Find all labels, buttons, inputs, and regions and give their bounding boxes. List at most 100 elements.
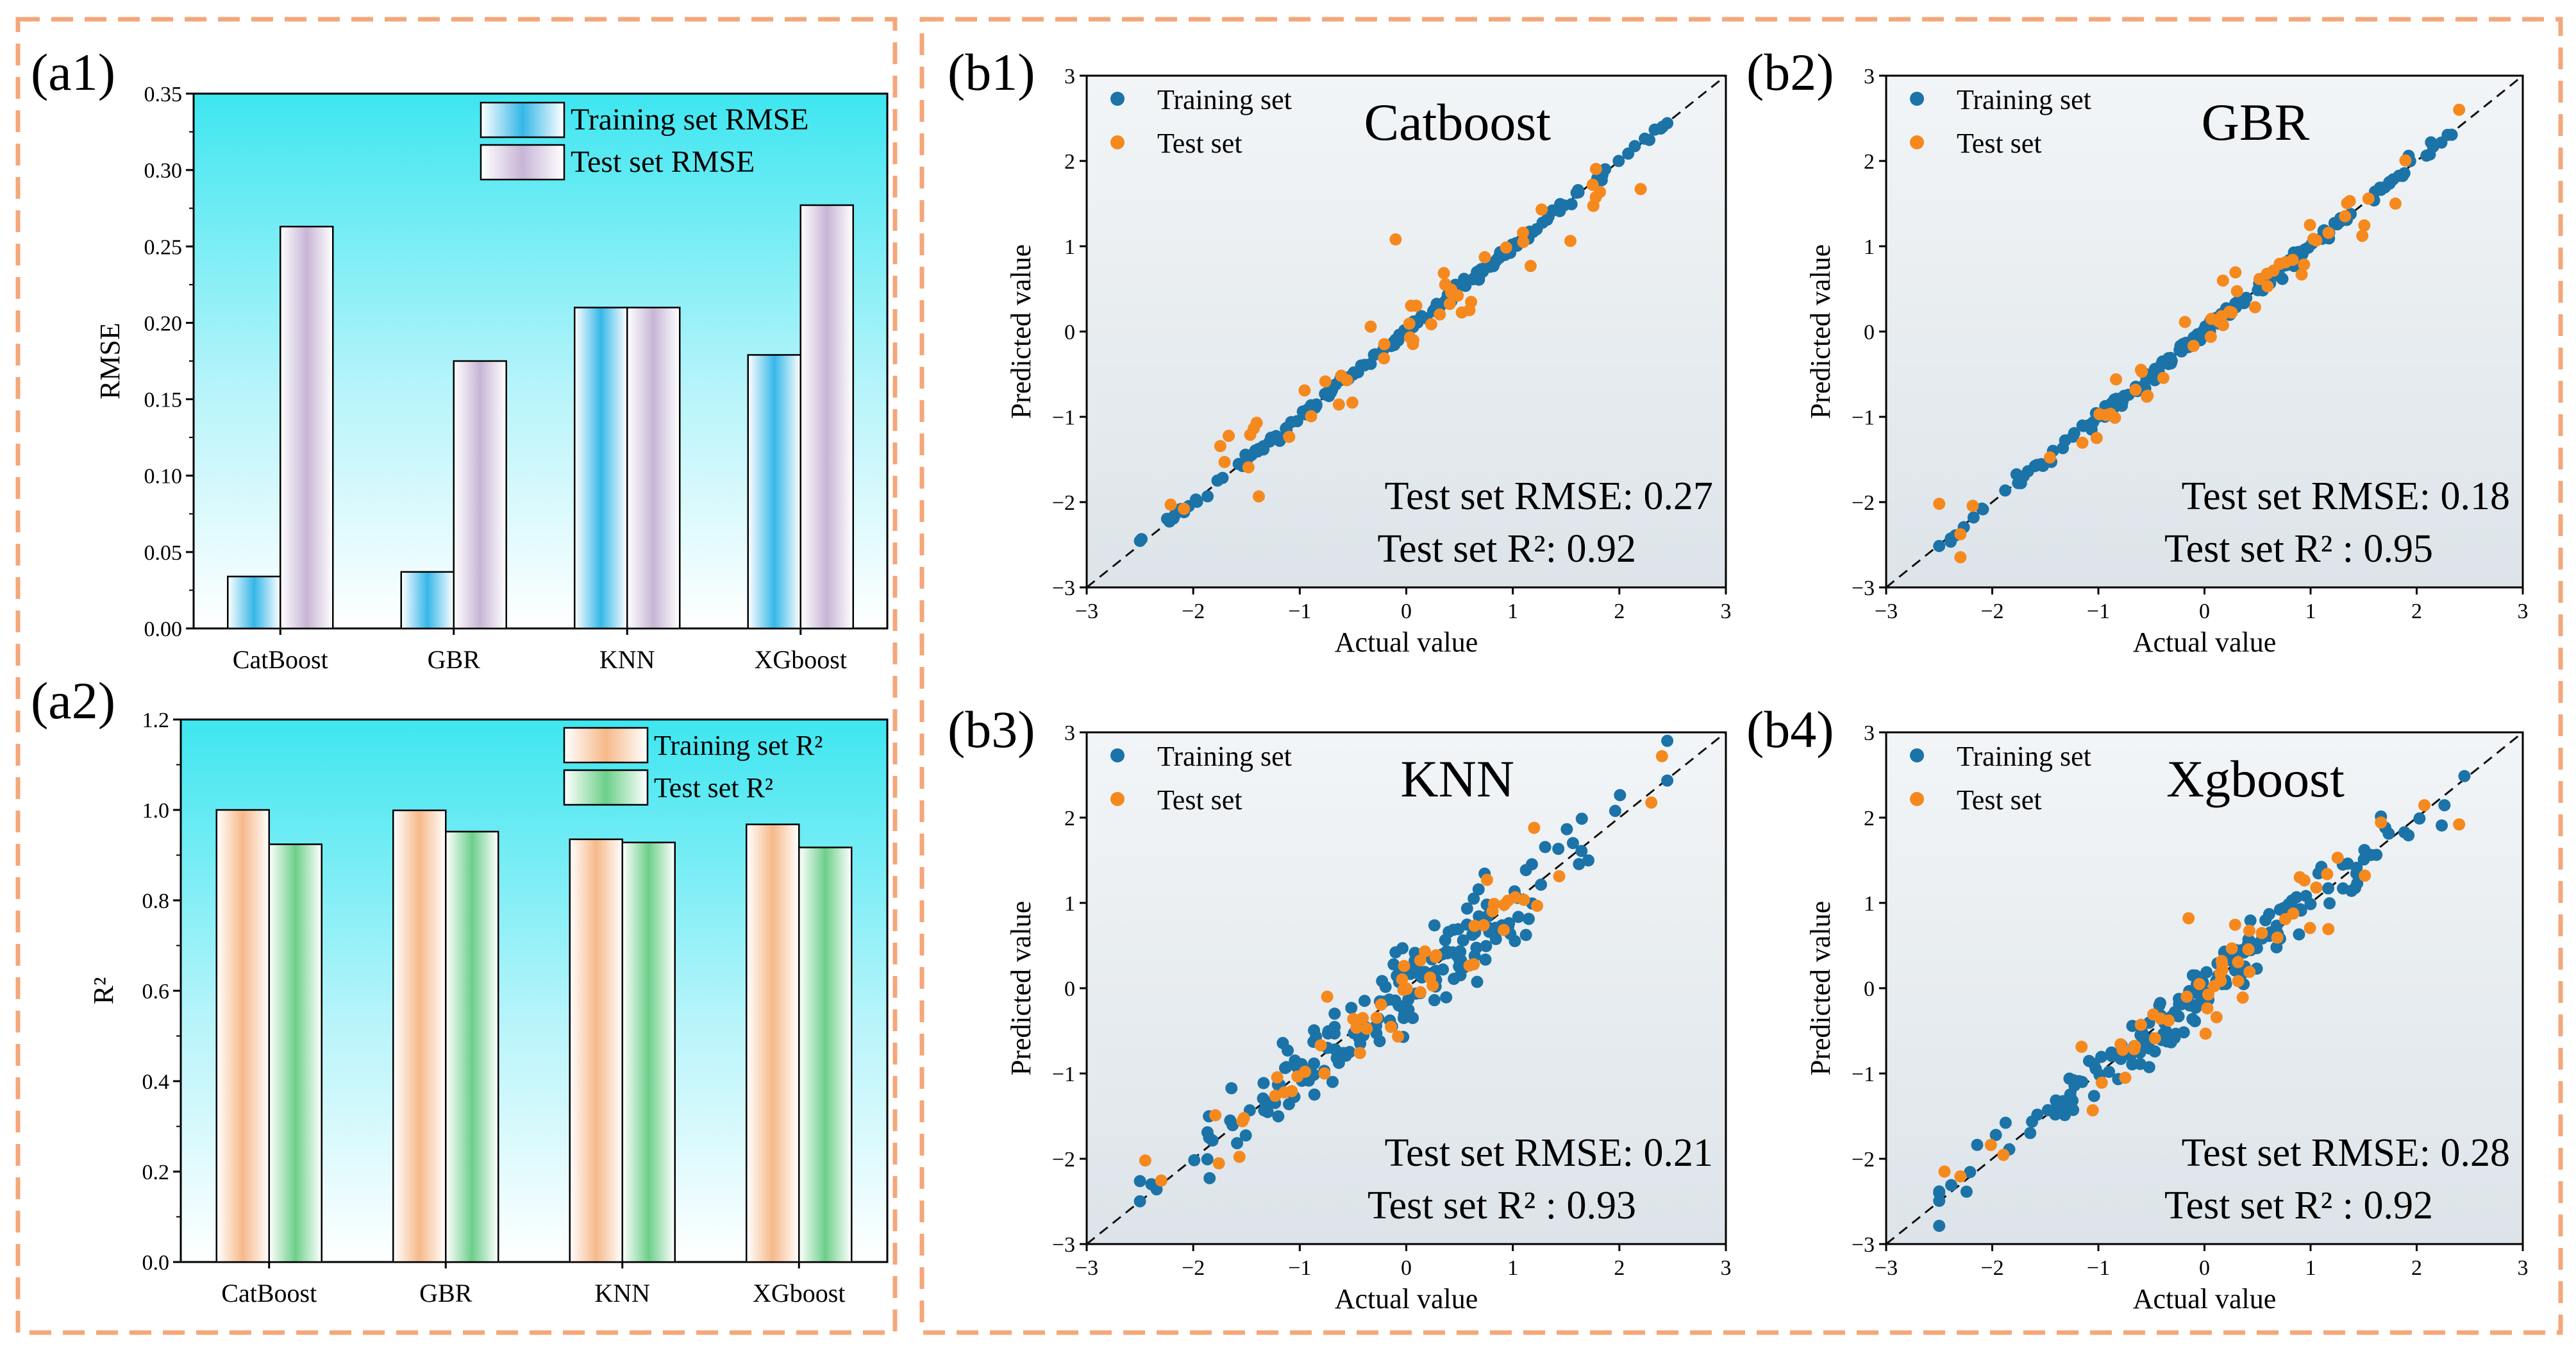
test-point [2362, 192, 2375, 205]
test-point [1242, 461, 1255, 474]
test-point [2179, 316, 2191, 328]
train-point [1216, 471, 1229, 484]
test-point [1938, 1165, 1951, 1178]
stat-r2: Test set R² : 0.92 [2164, 1184, 2433, 1227]
bar-gbr-train [392, 809, 447, 1263]
test-point [2298, 874, 2311, 887]
test-point [1535, 203, 1548, 216]
y-tick-label: −1 [1052, 406, 1075, 430]
x-tick-label: XGboost [753, 1279, 845, 1308]
test-point [1500, 241, 1512, 254]
test-point [2090, 432, 2103, 444]
x-tick-label: 3 [1721, 600, 1732, 623]
train-point [1428, 994, 1441, 1007]
train-point [1323, 390, 1335, 403]
legend-marker-train [1110, 748, 1125, 762]
train-point [2105, 1046, 2118, 1059]
train-point [2154, 997, 2166, 1009]
bar-catboost-train [227, 575, 281, 630]
test-point [2129, 383, 2142, 396]
test-point [1455, 306, 1468, 319]
train-point [1358, 995, 1371, 1007]
test-point [1984, 1138, 1997, 1151]
test-point [1364, 320, 1377, 333]
test-point [1954, 551, 1967, 564]
test-point [2201, 1002, 2214, 1014]
test-point [1357, 1012, 1369, 1025]
train-point [1458, 273, 1471, 285]
legend-marker-train [1110, 92, 1125, 106]
legend-marker-train [1910, 92, 1924, 106]
train-point [1440, 991, 1453, 1004]
train-point [1933, 539, 1946, 552]
test-point [1283, 430, 1296, 443]
test-point [1403, 317, 1416, 330]
legend-swatch-0 [563, 727, 649, 764]
x-tick-label: GBR [419, 1279, 473, 1308]
train-point [1308, 1088, 1321, 1101]
test-point [1389, 233, 1402, 246]
train-point [2262, 908, 2275, 921]
train-point [1389, 946, 1402, 959]
y-tick-label: 0.4 [142, 1070, 170, 1094]
train-point [1933, 1220, 1946, 1233]
train-point [1370, 1027, 1383, 1039]
train-point [2293, 928, 2305, 941]
legend-label-0: Training set RMSE [571, 103, 809, 137]
test-point [2230, 285, 2243, 298]
y-tick-label: 0.6 [142, 980, 170, 1004]
train-point [1329, 1043, 1342, 1056]
train-point [2337, 882, 2350, 895]
train-point [2068, 426, 2080, 439]
train-point [2083, 1054, 2096, 1067]
test-point [1634, 183, 1647, 196]
test-point [1497, 923, 1510, 936]
train-point [2187, 998, 2200, 1011]
test-point [2331, 852, 2344, 864]
test-point [1564, 235, 1577, 248]
right-frame [919, 17, 2563, 1335]
y-tick-label: 0 [1864, 321, 1875, 344]
train-point [2290, 891, 2303, 904]
test-point [2104, 407, 2117, 420]
legend-marker-test [1910, 792, 1924, 806]
train-point [1639, 132, 1652, 145]
train-point [1261, 1106, 1274, 1118]
test-point [2136, 366, 2148, 378]
x-tick-label: 1 [1507, 600, 1518, 623]
train-point [1443, 925, 1455, 938]
chart-title: Xgboost [2166, 750, 2345, 808]
y-tick-label: 0.25 [144, 235, 183, 259]
test-point [1414, 986, 1427, 998]
train-point [1273, 434, 1286, 447]
test-point [1655, 750, 1668, 762]
test-point [1486, 905, 1499, 918]
test-point [2375, 816, 2388, 829]
legend-label-test: Test set [1957, 784, 2042, 816]
train-point [2383, 177, 2396, 190]
test-point [2310, 881, 2323, 894]
train-point [1168, 509, 1181, 522]
legend-label-train: Training set [1957, 84, 2091, 115]
legend-swatch-1 [563, 769, 649, 806]
train-point [1239, 1129, 1252, 1142]
train-point [1226, 1119, 1239, 1132]
train-point [2402, 829, 2415, 842]
y-tick-label: 2 [1864, 150, 1875, 174]
test-point [1397, 984, 1410, 997]
y-tick-label: 2 [1864, 807, 1875, 830]
train-point [2073, 1075, 2086, 1088]
test-point [2223, 305, 2236, 318]
test-point [1396, 973, 1409, 986]
x-tick-label: −1 [2087, 600, 2110, 623]
y-tick-label: 3 [1064, 65, 1075, 88]
test-point [2193, 978, 2206, 991]
y-tick-label: 0.20 [144, 312, 183, 335]
y-axis-label: Predicted value [1805, 901, 1836, 1075]
test-point [2128, 1043, 2141, 1056]
test-point [2180, 990, 2193, 1003]
test-point [1954, 528, 1967, 541]
x-tick-label: 3 [2518, 1256, 2529, 1280]
train-point [1967, 511, 1980, 524]
test-point [1278, 1086, 1291, 1098]
